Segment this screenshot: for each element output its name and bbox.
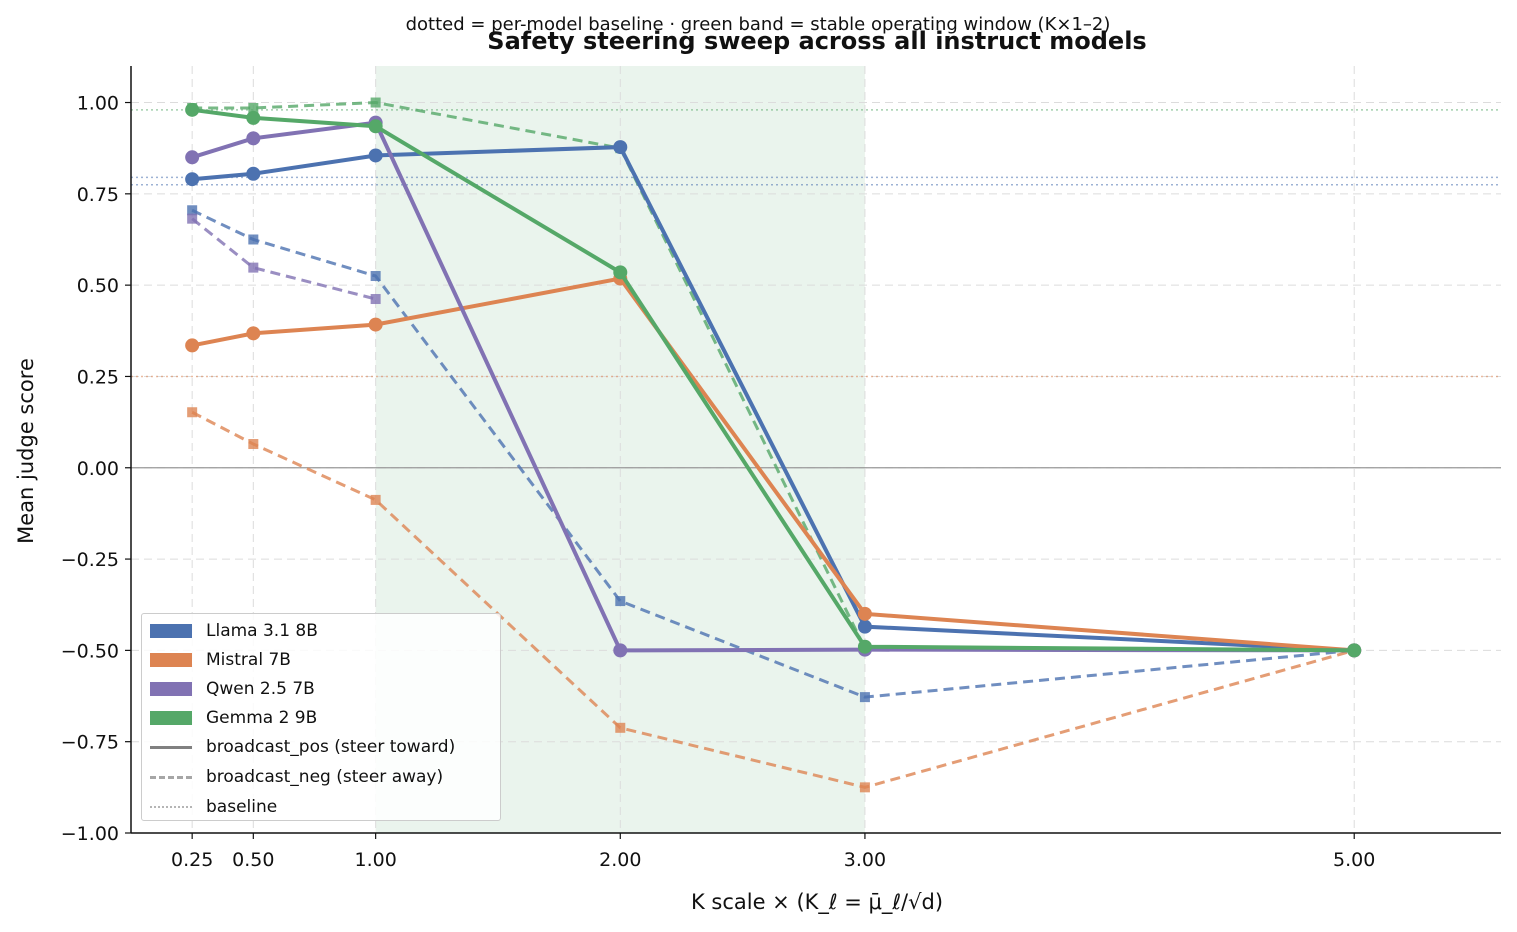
legend-swatch-qwen [150, 682, 192, 696]
tick-labels: −1.00 −0.75 −0.50 −0.25 0.00 0.25 0.50 0.75 1.00… [61, 93, 1376, 871]
x-tick-label: 0.50 [232, 849, 274, 871]
y-axis-label: Mean judge score [14, 358, 38, 544]
legend-label-baseline: baseline [206, 797, 278, 817]
legend-line-dotted [150, 806, 192, 808]
axes [125, 66, 1501, 839]
x-tick-label: 5.00 [1333, 849, 1375, 871]
point-neg [187, 213, 198, 224]
legend-swatch-gemma [150, 711, 192, 725]
series-neg-line [192, 101, 1355, 652]
legend-line-dashed [150, 775, 192, 779]
y-tick-label: 0.00 [77, 458, 119, 480]
legend-label-gemma: Gemma 2 9B [206, 708, 318, 728]
y-tick-label: 0.75 [77, 184, 119, 206]
point-pos [185, 172, 200, 187]
legend-label-pos: broadcast_pos (steer toward) [206, 737, 456, 757]
point-neg [248, 103, 259, 114]
y-tick-label: −0.25 [61, 549, 119, 571]
point-pos [857, 606, 872, 621]
legend-label-mistral: Mistral 7B [206, 650, 291, 670]
point-neg [248, 439, 259, 450]
legend-label-llama: Llama 3.1 8B [206, 621, 318, 641]
point-neg [187, 407, 198, 418]
x-tick-label: 1.00 [354, 849, 396, 871]
legend-item-qwen: Qwen 2.5 7B [150, 677, 315, 701]
y-tick-label: 0.25 [77, 366, 119, 388]
point-pos [246, 131, 261, 146]
x-tick-label: 3.00 [844, 849, 886, 871]
legend-item-mistral: Mistral 7B [150, 648, 291, 672]
series-pos-line [191, 276, 1355, 653]
legend-label-neg: broadcast_neg (steer away) [206, 767, 444, 787]
series [185, 97, 1362, 793]
point-pos [185, 150, 200, 165]
series-neg-line [191, 208, 1355, 699]
point-pos [857, 619, 872, 634]
y-tick-label: 0.50 [77, 275, 119, 297]
point-pos [185, 338, 200, 353]
point-pos [368, 119, 383, 134]
point-neg [370, 294, 381, 305]
point-pos [1347, 643, 1362, 658]
y-tick-label: −0.75 [61, 732, 119, 754]
point-neg [370, 271, 381, 282]
point-neg [615, 596, 626, 607]
legend-swatch-mistral [150, 653, 192, 667]
legend: Llama 3.1 8B Mistral 7B Qwen 2.5 7B Gemm… [141, 613, 501, 821]
legend-item-gemma: Gemma 2 9B [150, 706, 317, 730]
point-neg [370, 97, 381, 108]
y-tick-label: −1.00 [61, 823, 119, 845]
point-pos [613, 140, 628, 155]
y-tick-label: 1.00 [77, 93, 119, 115]
chart-title: Safety steering sweep across all instruc… [487, 27, 1146, 55]
legend-swatch-llama [150, 624, 192, 638]
point-neg [859, 782, 870, 793]
legend-line-solid [150, 745, 192, 749]
point-neg [859, 692, 870, 703]
legend-item-llama: Llama 3.1 8B [150, 619, 318, 643]
point-neg [187, 205, 198, 216]
series-pos-line [191, 120, 1355, 653]
y-tick-label: −0.50 [61, 640, 119, 662]
point-neg [370, 494, 381, 505]
point-pos [613, 265, 628, 280]
point-pos [368, 148, 383, 163]
series-neg-line [191, 217, 377, 301]
x-axis-label: K scale × (K_ℓ = μ̄_ℓ/√d) [691, 890, 943, 915]
series-pos-line [191, 107, 1355, 653]
legend-label-qwen: Qwen 2.5 7B [206, 679, 315, 699]
point-pos [246, 110, 261, 125]
point-pos [613, 643, 628, 658]
point-pos [246, 326, 261, 341]
point-neg [248, 262, 259, 273]
baselines [131, 109, 1501, 378]
series-pos-line [191, 145, 1355, 653]
point-pos [185, 102, 200, 117]
chart-subtitle: dotted = per-model baseline · green band… [406, 14, 1111, 35]
point-pos [368, 317, 383, 332]
x-tick-label: 2.00 [599, 849, 641, 871]
point-neg [248, 234, 259, 245]
point-neg [615, 722, 626, 733]
legend-item-pos: broadcast_pos (steer toward) [150, 735, 455, 759]
point-pos [857, 639, 872, 654]
x-tick-label: 0.25 [171, 849, 213, 871]
legend-item-baseline: baseline [150, 795, 277, 819]
point-pos [246, 166, 261, 181]
legend-item-neg: broadcast_neg (steer away) [150, 765, 443, 789]
